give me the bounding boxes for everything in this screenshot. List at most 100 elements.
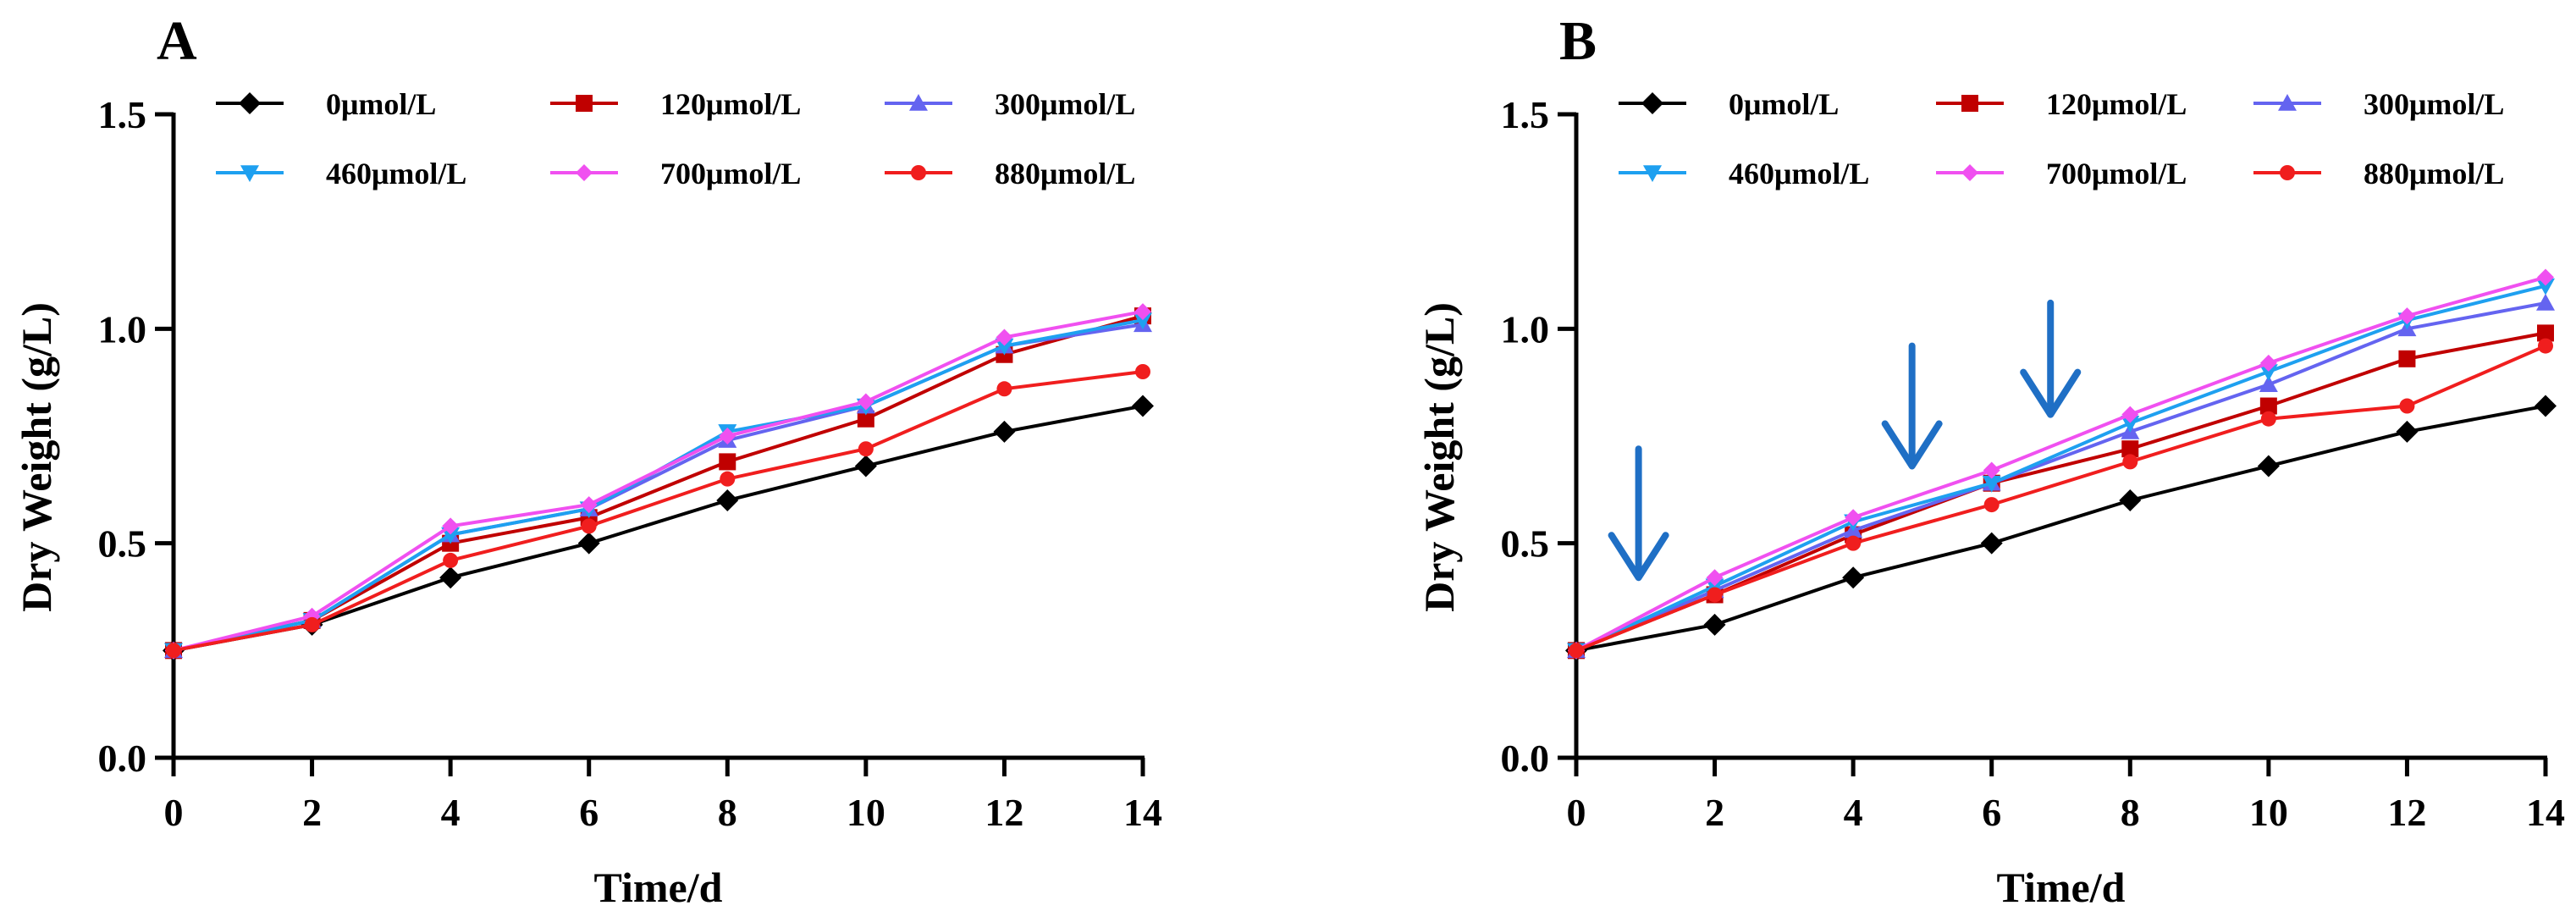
arrow-head [1608,532,1669,582]
data-point [995,338,1014,356]
x-tick-label: 14 [1123,791,1162,834]
data-point [441,527,461,544]
data-point [166,643,181,659]
data-point [2121,440,2139,458]
data-point [2259,397,2277,415]
data-point [2259,364,2278,381]
panel-a: A 0.0 0.5 1.0 1.5 0 2 4 6 8 10 12 14 Time/d Dry Weight… [13,10,1162,911]
data-point [442,517,460,535]
data-point [2259,354,2277,372]
series-line [1575,344,2546,653]
data-point [719,428,736,444]
x-tick-label: 14 [2526,791,2565,834]
legend-marker [240,165,259,182]
x-tick-label: 4 [441,791,461,834]
legend-marker [1961,95,1978,112]
data-point [2536,278,2555,295]
x-tick-label: 4 [1844,791,1863,834]
y-tick-label: 1.5 [1501,93,1550,136]
data-point [1705,578,1724,596]
data-point [580,496,598,514]
y-tick-label: 0.5 [1501,522,1550,566]
data-point [716,489,739,511]
data-point [2398,350,2416,367]
data-point [1982,475,2001,493]
y-axis-title: Dry Weight (g/L) [13,302,60,612]
legend-label: 0μmol/L [1729,87,1839,121]
x-axis-title: Time/d [1997,864,2126,911]
x-axis-title: Time/d [594,864,723,911]
data-point [854,455,877,478]
data-point [993,420,1016,443]
legend-marker [1961,164,1978,181]
data-point [1135,364,1150,379]
legend-label: 880μmol/L [2364,157,2504,190]
data-point [1134,312,1152,330]
data-point [1703,613,1726,636]
data-point [304,616,320,632]
legend-marker [1643,165,1662,182]
data-point [1983,497,2000,513]
x-tick-label: 6 [579,791,598,834]
legend-marker [911,165,926,180]
series-line [1575,284,2546,653]
data-point [2536,293,2555,311]
data-point [439,566,462,589]
data-point [581,518,597,534]
data-point [1980,532,2003,555]
data-point [2396,420,2419,443]
data-point [857,393,874,411]
legend-marker [2280,165,2295,180]
series-line [1575,404,2546,653]
legend-label: 880μmol/L [995,157,1135,190]
x-tick-label: 0 [1567,791,1586,834]
x-tick-label: 10 [2249,791,2288,834]
data-point [2121,406,2139,423]
data-point [2119,489,2142,511]
data-point [1983,461,2000,479]
series-line [173,404,1144,653]
panel-label: A [157,10,197,72]
x-tick-label: 8 [718,791,737,834]
legend-label: 700μmol/L [660,157,801,190]
legend-label: 120μmol/L [660,87,801,121]
data-point [1706,569,1724,587]
data-point [2259,375,2278,392]
legend-label: 300μmol/L [995,87,1135,121]
data-point [719,453,736,471]
y-tick-label: 0.0 [98,737,147,780]
y-tick-label: 0.5 [98,522,147,566]
data-point [2257,455,2280,478]
data-point [1707,587,1723,603]
data-point [2122,454,2138,470]
arrow-head [2020,368,2082,418]
data-point [1134,303,1151,321]
data-point [2538,338,2553,354]
data-point [1842,566,1865,589]
legend-marker [239,92,261,114]
data-point [2399,398,2415,414]
series-line [173,318,1144,653]
legend-label: 120μmol/L [2046,87,2187,121]
data-point [1132,395,1154,417]
legend-label: 460μmol/L [1729,157,1869,190]
x-tick-label: 8 [2121,791,2140,834]
data-point [857,410,874,428]
legend-label: 0μmol/L [326,87,436,121]
x-tick-label: 12 [985,791,1023,834]
series-line [1575,275,2546,653]
y-tick-label: 1.0 [98,307,147,351]
data-point [2535,395,2557,417]
legend-marker [909,94,928,111]
data-point [2398,307,2416,325]
panel-b: B 0.0 0.5 1.0 1.5 0 2 4 6 8 10 12 14 Time/d Dry Weight… [1415,10,2565,911]
legend-label: 300μmol/L [2364,87,2504,121]
legend-marker [1641,92,1663,114]
y-tick-label: 0.0 [1501,737,1550,780]
data-point [1845,535,1862,551]
data-point [2260,411,2276,427]
data-point [996,328,1013,346]
data-point [2537,324,2554,342]
data-point [577,532,600,555]
arrow-head [1881,420,1943,470]
